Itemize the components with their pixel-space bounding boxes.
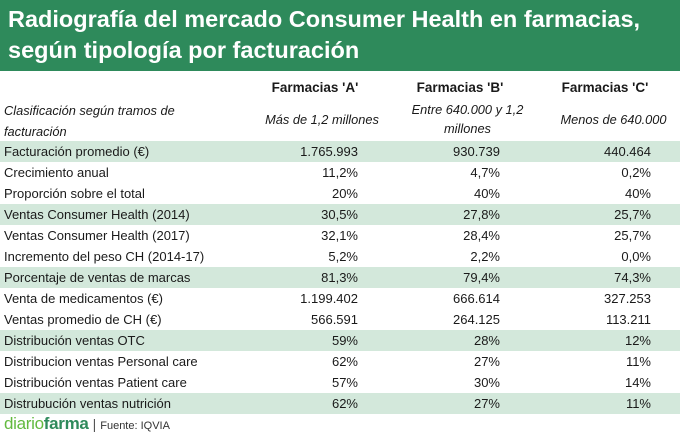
table-row: Distribucion ventas Personal care 62% 27% 1… [0,351,680,372]
value-a: 62% [331,354,358,369]
value-a: 30,5% [321,207,358,222]
row-label: Distribución ventas Patient care [4,375,187,390]
table-row: Porcentaje de ventas de marcas 81,3% 79,4%… [0,267,680,288]
value-b: 2,2% [470,249,500,264]
value-a: 20% [331,186,358,201]
value-c: 14% [624,375,651,390]
tier-a-range: Más de 1,2 millones [265,112,379,127]
value-c: 25,7% [614,207,651,222]
value-b: 40% [473,186,500,201]
table-row: Proporción sobre el total 20% 40% 40% [0,183,680,204]
value-a: 5,2% [328,249,358,264]
row-label: Ventas Consumer Health (2014) [4,207,190,222]
table-row: Distrubución ventas nutrición 62% 27% 11% [0,393,680,414]
value-a: 62% [331,396,358,411]
table-row: Incremento del peso CH (2014-17) 5,2% 2,2%… [0,246,680,267]
tier-b-range: Entre 640.000 y 1,2 millones [400,100,535,138]
tier-b-range-line-1: Entre 640.000 y 1,2 [411,102,524,117]
table-row: Ventas promedio de CH (€) 566.591 264.125 1… [0,309,680,330]
value-b: 27% [473,354,500,369]
value-b: 666.614 [453,291,500,306]
classification-label: Clasificación según tramos de facturació… [4,100,244,142]
data-table: Facturación promedio (€) 1.765.993 930.739… [0,141,680,414]
tier-b-range-line-2: millones [444,121,491,136]
value-c: 11% [625,354,651,369]
value-c: 11% [625,396,651,411]
brand-logo-light: diario [4,414,44,433]
brand-logo-bold: farma [43,414,89,433]
value-c: 0,0% [621,249,651,264]
column-header-a: Farmacias 'A' [271,80,359,95]
value-b: 79,4% [463,270,500,285]
title-line-2: según tipología por facturación [8,37,360,63]
value-a: 81,3% [321,270,358,285]
value-b: 27% [473,396,500,411]
value-a: 32,1% [321,228,358,243]
row-label: Ventas Consumer Health (2017) [4,228,190,243]
footer: diariofarma | Fuente: IQVIA [4,414,170,434]
source-text: Fuente: IQVIA [100,420,170,432]
value-a: 566.591 [311,312,358,327]
value-a: 11,2% [322,165,358,180]
value-c: 327.253 [604,291,651,306]
table-row: Crecimiento anual 11,2% 4,7% 0,2% [0,162,680,183]
row-label: Distribución ventas OTC [4,333,145,348]
value-c: 440.464 [604,144,651,159]
brand-logo: diariofarma [4,414,89,433]
value-a: 57% [331,375,358,390]
value-c: 113.211 [605,312,651,327]
page-title: Radiografía del mercado Consumer Health … [8,4,673,66]
row-label: Distrubución ventas nutrición [4,396,171,411]
table-row: Distribución ventas Patient care 57% 30% 14… [0,372,680,393]
table-row: Facturación promedio (€) 1.765.993 930.739… [0,141,680,162]
value-b: 4,7% [470,165,500,180]
row-label: Facturación promedio (€) [4,144,150,159]
value-b: 930.739 [453,144,500,159]
value-b: 264.125 [453,312,500,327]
row-label: Crecimiento anual [4,165,109,180]
tier-c-range: Menos de 640.000 [560,112,667,127]
classification-label-line-1: Clasificación según tramos de [4,103,175,118]
value-c: 12% [624,333,651,348]
row-label: Ventas promedio de CH (€) [4,312,162,327]
table-row: Ventas Consumer Health (2017) 32,1% 28,4% 2… [0,225,680,246]
title-line-1: Radiografía del mercado Consumer Health … [8,6,641,32]
column-header-c: Farmacias 'C' [561,80,649,95]
row-label: Proporción sobre el total [4,186,145,201]
row-label: Porcentaje de ventas de marcas [4,270,191,285]
value-b: 28,4% [463,228,500,243]
value-b: 28% [473,333,500,348]
classification-label-line-2: facturación [4,124,67,139]
row-label: Distribucion ventas Personal care [4,354,198,369]
table-row: Ventas Consumer Health (2014) 30,5% 27,8% 2… [0,204,680,225]
value-c: 40% [624,186,651,201]
title-bar: Radiografía del mercado Consumer Health … [0,0,680,71]
value-b: 27,8% [463,207,500,222]
column-header-b: Farmacias 'B' [416,80,504,95]
value-c: 25,7% [614,228,651,243]
row-label: Incremento del peso CH (2014-17) [4,249,205,264]
row-label: Venta de medicamentos (€) [4,291,163,306]
value-b: 30% [473,375,500,390]
value-a: 59% [331,333,358,348]
table-row: Venta de medicamentos (€) 1.199.402 666.61… [0,288,680,309]
footer-separator: | [92,416,97,432]
value-c: 0,2% [621,165,651,180]
table-row: Distribución ventas OTC 59% 28% 12% [0,330,680,351]
value-a: 1.199.402 [300,291,358,306]
value-a: 1.765.993 [300,144,358,159]
value-c: 74,3% [614,270,651,285]
